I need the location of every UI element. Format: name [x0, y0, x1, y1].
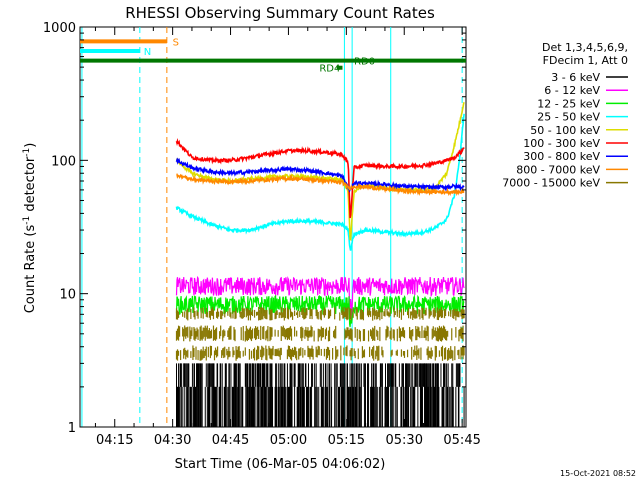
legend-label: 6 - 12 keV [544, 84, 600, 97]
flag-label-rd0: RD0 [354, 57, 375, 68]
series-25-50-kev-line [175, 113, 465, 251]
x-tick-label: 05:30 [386, 433, 423, 448]
flag-label-s: S [173, 37, 179, 48]
x-tick-label: 05:15 [328, 433, 365, 448]
legend-header-line-1: Det 1,3,4,5,6,9, [542, 41, 628, 54]
y-tick-label: 1 [68, 421, 76, 436]
series-7000-15000-kev-band [175, 345, 465, 361]
legend-label: 3 - 6 keV [551, 71, 600, 84]
legend-label: 7000 - 15000 keV [502, 177, 600, 190]
x-tick-label: 05:00 [270, 433, 307, 448]
legend-label: 300 - 800 keV [523, 150, 600, 163]
series-layer [175, 101, 465, 427]
x-tick-label: 04:30 [154, 433, 191, 448]
status-flag-bars: S N RD0 RD4 [80, 37, 466, 75]
legend-label: 100 - 300 keV [523, 137, 600, 150]
y-axis: 1 10 100 1000 [43, 21, 466, 436]
y-tick-label: 10 [59, 288, 76, 303]
series-3-6-kev-band [176, 363, 465, 427]
legend-label: 12 - 25 keV [537, 97, 600, 110]
series-100-300-kev-line [175, 137, 465, 219]
x-tick-label: 04:45 [212, 433, 249, 448]
series-6-12-kev-line [175, 275, 465, 316]
legend-header-line-2: FDecim 1, Att 0 [543, 54, 628, 67]
flag-label-n: N [144, 47, 151, 58]
flag-label-rd4: RD4 [319, 64, 340, 75]
x-axis: 04:15 04:30 04:45 05:00 05:15 05:30 05:45 [94, 27, 481, 448]
series-7000-15000-kev-band [175, 306, 465, 321]
series-7000-15000-kev-band [175, 325, 464, 342]
y-tick-label: 1000 [43, 21, 76, 36]
legend-label: 800 - 7000 keV [516, 163, 600, 176]
y-axis-label: Count Rate (s-1 detector-1) [22, 143, 38, 314]
chart-title: RHESSI Observing Summary Count Rates [125, 4, 435, 22]
x-tick-label: 04:15 [96, 433, 133, 448]
legend: Det 1,3,4,5,6,9, FDecim 1, Att 0 3 - 6 k… [502, 41, 628, 190]
series-800-7000-kev-line [176, 173, 465, 197]
x-axis-label: Start Time (06-Mar-05 04:06:02) [175, 457, 386, 472]
render-date: 15-Oct-2021 08:52 [560, 469, 636, 478]
legend-label: 25 - 50 keV [537, 111, 600, 124]
time-markers [81, 27, 463, 427]
series-300-800-kev-line [175, 157, 465, 193]
legend-label: 50 - 100 keV [530, 124, 600, 137]
x-tick-label: 05:45 [443, 433, 480, 448]
y-tick-label: 100 [51, 154, 76, 169]
plot-area-frame [79, 26, 467, 428]
